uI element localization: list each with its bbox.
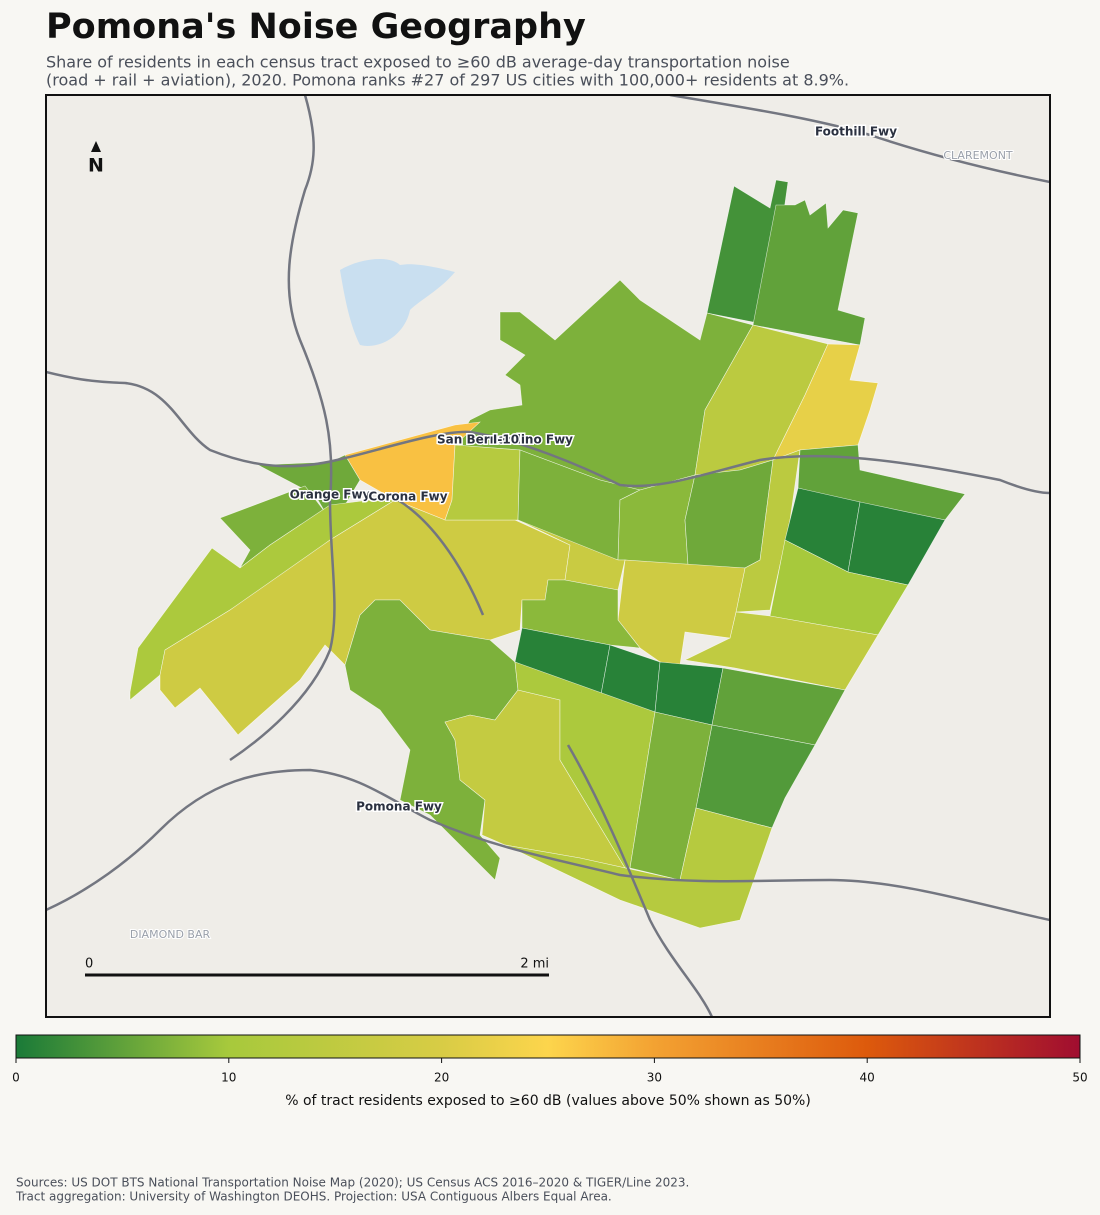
place-label: DIAMOND BAR — [130, 928, 211, 941]
map — [46, 95, 1050, 1017]
road — [229, 95, 336, 762]
tract — [521, 579, 641, 649]
map-frame — [45, 94, 1051, 1018]
scale-label: 2 mi — [520, 957, 549, 972]
road — [566, 744, 714, 1017]
road — [46, 370, 1050, 495]
tract — [735, 449, 801, 613]
colorbar-tick-label: 10 — [221, 1071, 236, 1085]
road-label: Foothill Fwy — [815, 125, 897, 139]
subtitle: (road + rail + aviation), 2020. Pomona r… — [46, 71, 849, 90]
tract — [684, 611, 879, 691]
north-arrow — [91, 141, 101, 152]
road-label: Orange Fwy — [290, 488, 371, 502]
road-label: San Bernardino Fwy — [437, 433, 573, 447]
colorbar-tick-label: 40 — [860, 1071, 875, 1085]
road-label: I-10 — [493, 433, 519, 447]
road — [669, 95, 1050, 184]
colorbar-tick-label: 50 — [1072, 1071, 1087, 1085]
colorbar-ramp — [15, 1034, 1081, 1059]
colorbar-label: % of tract residents exposed to ≥60 dB (… — [285, 1093, 811, 1109]
colorbar-tick-label: 0 — [12, 1071, 20, 1085]
title: Pomona's Noise Geography — [46, 7, 586, 47]
sources: Tract aggregation: University of Washing… — [15, 1190, 612, 1204]
tract — [772, 343, 879, 461]
colorbar-tick-label: 20 — [434, 1071, 449, 1085]
subtitle: Share of residents in each census tract … — [46, 53, 790, 72]
road — [397, 498, 485, 616]
place-label: CLAREMONT — [943, 149, 1013, 162]
sources: Sources: US DOT BTS National Transportat… — [16, 1176, 689, 1190]
scale-label: 0 — [85, 957, 93, 972]
tract — [444, 444, 521, 521]
road-label: Pomona Fwy — [356, 800, 442, 814]
road — [46, 768, 1050, 922]
colorbar: % of tract residents exposed to ≥60 dB (… — [12, 1034, 1088, 1109]
north-label: N — [88, 155, 104, 177]
map-labels: Foothill Fwy CLAREMONT San Bernardino Fw… — [85, 123, 1014, 977]
tracts — [129, 179, 966, 929]
road-label: Corona Fwy — [368, 490, 447, 504]
colorbar-tick-label: 30 — [647, 1071, 662, 1085]
lake — [340, 258, 455, 346]
tract — [769, 539, 909, 636]
